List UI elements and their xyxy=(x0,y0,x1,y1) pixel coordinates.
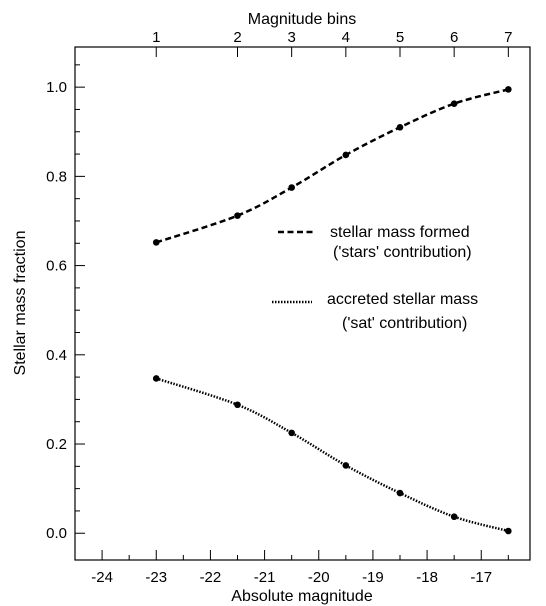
y-tick-label: 0.6 xyxy=(46,258,67,275)
data-point xyxy=(342,462,350,469)
series-line-0 xyxy=(155,88,509,244)
data-point xyxy=(450,100,458,107)
x-axis-title: Absolute magnitude xyxy=(231,588,373,605)
data-point xyxy=(234,212,241,219)
y-tick-label: 0.2 xyxy=(46,436,67,453)
legend-label-sat-line2: ('sat' contribution) xyxy=(342,315,467,332)
x-tick-label: -19 xyxy=(362,569,384,586)
series-line-1 xyxy=(155,377,509,533)
y-axis-title: Stellar mass fraction xyxy=(12,231,29,376)
x-tick-label: -24 xyxy=(91,569,113,586)
top-axis-ticks: 1 2 3 4 5 6 7 xyxy=(152,29,513,57)
x-tick-label: -20 xyxy=(308,569,330,586)
plot-frame xyxy=(74,46,531,561)
top-tick-label: 2 xyxy=(233,29,241,46)
series-layer xyxy=(152,86,512,535)
data-point xyxy=(505,527,512,535)
data-point xyxy=(505,86,512,93)
x-tick-label: -18 xyxy=(416,569,438,586)
data-point xyxy=(152,375,160,382)
y-tick-label: 1.0 xyxy=(46,79,67,96)
data-point xyxy=(450,513,458,521)
top-axis-title: Magnitude bins xyxy=(248,11,357,28)
data-point xyxy=(342,151,350,159)
y-tick-label: 0.8 xyxy=(46,168,67,185)
data-point xyxy=(396,489,404,497)
legend-label-stars-line1: stellar mass formed xyxy=(330,224,470,241)
data-point xyxy=(152,239,160,246)
x-tick-label: -23 xyxy=(145,569,167,586)
data-point xyxy=(288,429,295,437)
data-point xyxy=(288,184,295,191)
top-tick-label: 7 xyxy=(504,29,512,46)
legend: stellar mass formed ('stars' contributio… xyxy=(272,224,478,332)
data-point xyxy=(234,401,241,409)
top-tick-label: 4 xyxy=(342,29,350,46)
top-tick-label: 1 xyxy=(152,29,160,46)
legend-label-stars-line2: ('stars' contribution) xyxy=(333,244,472,261)
left-axis-ticks: 0.0 0.2 0.4 0.6 0.8 1.0 xyxy=(46,64,85,542)
top-tick-label: 5 xyxy=(396,29,404,46)
bottom-axis-ticks: -24 -23 -22 -21 -20 -19 -18 -17 xyxy=(74,550,509,586)
y-tick-label: 0.4 xyxy=(46,347,67,364)
y-tick-label: 0.0 xyxy=(46,525,67,542)
x-tick-label: -17 xyxy=(470,569,492,586)
top-tick-label: 3 xyxy=(287,29,295,46)
data-point xyxy=(396,123,404,131)
x-tick-label: -21 xyxy=(254,569,276,586)
top-tick-label: 6 xyxy=(450,29,458,46)
legend-label-sat-line1: accreted stellar mass xyxy=(327,291,478,308)
x-tick-label: -22 xyxy=(200,569,222,586)
